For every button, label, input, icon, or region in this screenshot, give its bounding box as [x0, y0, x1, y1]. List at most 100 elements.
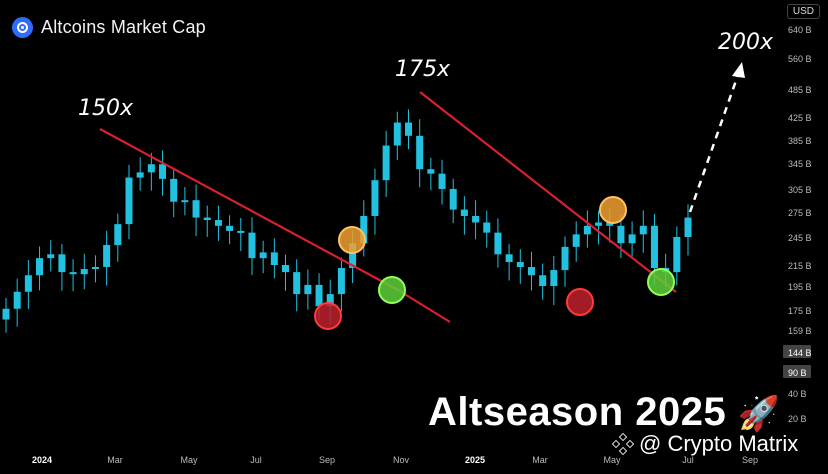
candlestick-series — [2, 109, 692, 333]
y-tick-highlight — [783, 365, 811, 378]
y-tick-label: 20 B — [788, 414, 807, 424]
candle-body — [315, 284, 323, 307]
trendlines — [99, 91, 677, 323]
chart-title: Altcoins Market Cap — [41, 17, 206, 37]
trendline-2025 — [419, 91, 677, 293]
y-tick-label: 159 B — [788, 326, 812, 336]
marker-orange — [338, 226, 366, 254]
y-tick-label: 215 B — [788, 261, 812, 271]
y-tick-label: 175 B — [788, 306, 812, 316]
candle-body — [527, 267, 535, 276]
chart-header: Altcoins Market Cap — [12, 17, 206, 38]
trendline-2024-extension — [397, 289, 451, 323]
y-tick-label: 275 B — [788, 208, 812, 218]
marker-red — [314, 302, 342, 330]
candle-body — [650, 225, 658, 269]
candle-body — [360, 215, 368, 244]
candle-body — [47, 254, 55, 259]
candle-body — [483, 222, 491, 233]
candle-body — [125, 177, 133, 225]
x-tick-label: Mar — [532, 455, 548, 465]
binance-logo-icon — [611, 432, 635, 456]
x-tick-label: May — [180, 455, 198, 465]
x-tick-label: 2025 — [465, 455, 485, 465]
marker-orange — [599, 196, 627, 224]
candle-body — [673, 237, 681, 273]
y-tick-label: 385 B — [788, 136, 812, 146]
y-tick-label: 640 B — [788, 25, 812, 35]
candle-body — [628, 234, 636, 244]
label-150x: 150x — [78, 96, 134, 121]
watermark-text: @ Crypto Matrix — [639, 431, 799, 456]
candle-body — [147, 164, 155, 173]
x-tick-label: Sep — [319, 455, 335, 465]
label-175x: 175x — [395, 57, 451, 82]
candle-body — [639, 225, 647, 235]
candle-body — [684, 217, 692, 237]
x-tick-label: Mar — [107, 455, 123, 465]
candle-body — [293, 272, 301, 295]
x-tick-label: Sep — [742, 455, 758, 465]
candle-body — [416, 135, 424, 170]
candle-body — [438, 173, 446, 189]
candle-body — [282, 265, 290, 273]
x-tick-label: Jul — [250, 455, 262, 465]
y-tick-label: 560 B — [788, 54, 812, 64]
candle-body — [326, 294, 334, 307]
candle-body — [460, 209, 468, 216]
candle-body — [539, 275, 547, 286]
candle-body — [505, 254, 513, 263]
candle-body — [36, 258, 44, 276]
candle-body — [13, 291, 21, 309]
candle-body — [259, 252, 267, 259]
x-tick-label: Jul — [682, 455, 694, 465]
headline: Altseason 2025 🚀 — [428, 390, 781, 435]
projection-arrow-line — [688, 71, 741, 213]
trendline-2024 — [99, 128, 399, 291]
candle-body — [58, 254, 66, 273]
candle-body — [349, 243, 357, 269]
candle-body — [69, 272, 77, 275]
currency-selector[interactable]: USD — [786, 4, 820, 19]
candle-body — [572, 234, 580, 247]
candle-body — [427, 169, 435, 174]
y-tick-label: 245 B — [788, 233, 812, 243]
rocket-icon: 🚀 — [737, 395, 781, 433]
candle-body — [226, 225, 234, 231]
candle-body — [337, 268, 345, 295]
candle-body — [80, 269, 88, 275]
y-tick-label: 305 B — [788, 185, 812, 195]
headline-text: Altseason 2025 — [428, 390, 727, 434]
x-tick-label: May — [603, 455, 621, 465]
candle-body — [561, 246, 569, 271]
candle-body — [24, 275, 32, 292]
candle-body — [114, 224, 122, 246]
candle-body — [170, 178, 178, 202]
candle-body — [181, 200, 189, 203]
candle-body — [393, 122, 401, 146]
y-tick-label: 345 B — [788, 159, 812, 169]
candle-body — [248, 232, 256, 259]
candle-body — [371, 180, 379, 216]
y-tick-label: 144 B — [788, 348, 812, 358]
marker-green — [378, 276, 406, 304]
candle-body — [595, 222, 603, 226]
candle-body — [2, 308, 10, 320]
y-axis: 640 B 560 B 485 B 425 B 385 B 345 B 305 B 275 B… — [783, 25, 812, 424]
candle-body — [237, 230, 245, 233]
candle-body — [203, 217, 211, 221]
y-tick-label: 90 B — [788, 368, 807, 378]
x-axis: 2024 Mar May Jul Sep Nov 2025 Mar May Jul Sep — [32, 455, 758, 465]
candle-body — [449, 189, 457, 210]
candle-body — [214, 220, 222, 226]
projection-arrow — [688, 62, 745, 213]
candle-body — [606, 222, 614, 226]
candle-body — [304, 284, 312, 295]
candle-body — [494, 232, 502, 255]
candle-body — [550, 270, 558, 286]
coinmarketcap-logo-icon — [12, 17, 33, 38]
marker-green — [647, 268, 675, 296]
watermark: @ Crypto Matrix — [611, 431, 799, 457]
candle-body — [404, 122, 412, 136]
